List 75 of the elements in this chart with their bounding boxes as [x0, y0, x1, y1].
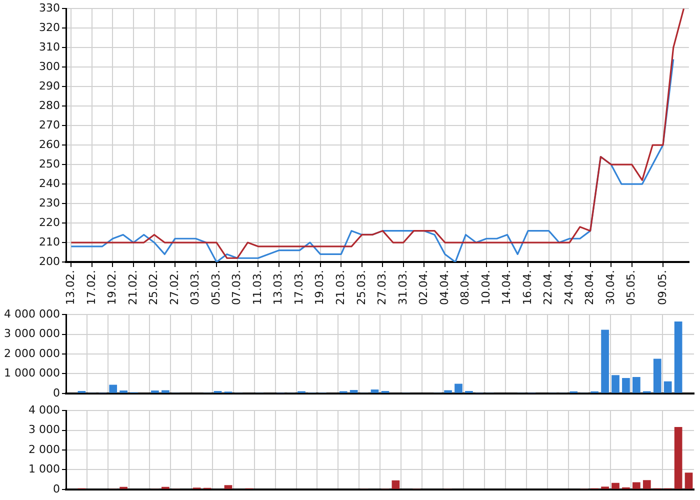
- y-tick-label: 4 000: [28, 403, 60, 416]
- bar: [632, 482, 640, 489]
- bar: [632, 377, 640, 393]
- x-tick-label: 25.03.: [354, 270, 368, 306]
- x-tick-label: 14.04.: [500, 270, 514, 306]
- x-tick-label: 19.02.: [106, 270, 119, 306]
- y-tick-label: 240: [39, 176, 60, 190]
- bar: [392, 480, 400, 489]
- y-tick-label: 1 000: [28, 462, 60, 476]
- x-tick-label: 30.04.: [604, 270, 617, 306]
- bar: [674, 426, 682, 489]
- bar: [653, 358, 662, 393]
- x-tick-label: 05.03.: [209, 270, 222, 306]
- bar: [674, 321, 682, 393]
- x-tick-label: 31.03.: [396, 270, 410, 306]
- y-tick-label: 0: [53, 386, 60, 400]
- y-tick-label: 320: [39, 20, 60, 34]
- y-tick-label: 300: [39, 60, 60, 73]
- bar: [370, 389, 379, 393]
- x-tick-label: 05.05.: [624, 270, 638, 306]
- x-tick-label: 09.05.: [656, 270, 669, 306]
- x-tick-label: 27.02.: [168, 270, 181, 306]
- x-tick-label: 22.04.: [542, 270, 555, 306]
- y-tick-label: 310: [39, 40, 60, 54]
- bar: [601, 330, 609, 393]
- bar: [454, 384, 462, 393]
- x-tick-label: 21.02.: [126, 270, 140, 306]
- y-tick-label: 280: [39, 98, 60, 112]
- x-tick-label: 24.04.: [562, 270, 576, 306]
- x-tick-label: 02.04.: [417, 270, 430, 306]
- y-tick-label: 250: [39, 157, 60, 170]
- bar: [151, 390, 159, 393]
- y-tick-label: 290: [39, 79, 60, 92]
- y-tick-label: 260: [39, 138, 60, 151]
- x-tick-label: 11.03.: [250, 270, 264, 306]
- y-tick-label: 330: [39, 1, 60, 14]
- bar: [612, 375, 620, 393]
- bar: [622, 378, 630, 393]
- x-tick-label: 03.03.: [188, 270, 202, 306]
- x-tick-label: 13.02.: [64, 270, 78, 306]
- x-tick-label: 10.04.: [479, 270, 492, 306]
- y-tick-label: 220: [39, 216, 60, 229]
- x-tick-label: 16.04.: [520, 270, 534, 306]
- bar: [444, 390, 452, 393]
- x-tick-label: 27.03.: [376, 270, 389, 306]
- bar: [612, 482, 620, 489]
- x-tick-label: 08.04.: [458, 270, 472, 306]
- bar: [684, 472, 693, 489]
- y-tick-label: 230: [39, 196, 60, 210]
- x-tick-label: 13.03.: [272, 270, 285, 306]
- bar: [664, 381, 672, 393]
- x-tick-label: 17.03.: [292, 270, 306, 306]
- y-tick-label: 3 000 000: [4, 327, 60, 340]
- x-tick-label: 25.02.: [147, 270, 160, 306]
- x-tick-label: 17.02.: [84, 270, 98, 306]
- y-tick-label: 3 000: [28, 423, 60, 436]
- bar: [162, 390, 170, 393]
- bar: [350, 390, 358, 393]
- x-tick-label: 19.03.: [313, 270, 326, 306]
- bar: [224, 485, 232, 489]
- y-tick-label: 4 000 000: [4, 307, 60, 320]
- x-tick-label: 07.03.: [230, 270, 244, 306]
- x-tick-label: 04.04.: [438, 270, 451, 306]
- bar: [109, 384, 118, 393]
- y-tick-label: 2 000: [28, 442, 60, 456]
- y-tick-label: 1 000 000: [4, 366, 60, 380]
- x-tick-label: 28.04.: [583, 270, 596, 306]
- y-tick-label: 210: [39, 235, 60, 248]
- y-tick-label: 0: [53, 482, 60, 496]
- bar: [642, 480, 651, 489]
- y-tick-label: 270: [39, 118, 60, 132]
- bar: [120, 390, 128, 393]
- y-tick-label: 2 000 000: [4, 346, 60, 360]
- x-tick-label: 21.03.: [334, 270, 347, 306]
- y-tick-label: 200: [39, 254, 60, 268]
